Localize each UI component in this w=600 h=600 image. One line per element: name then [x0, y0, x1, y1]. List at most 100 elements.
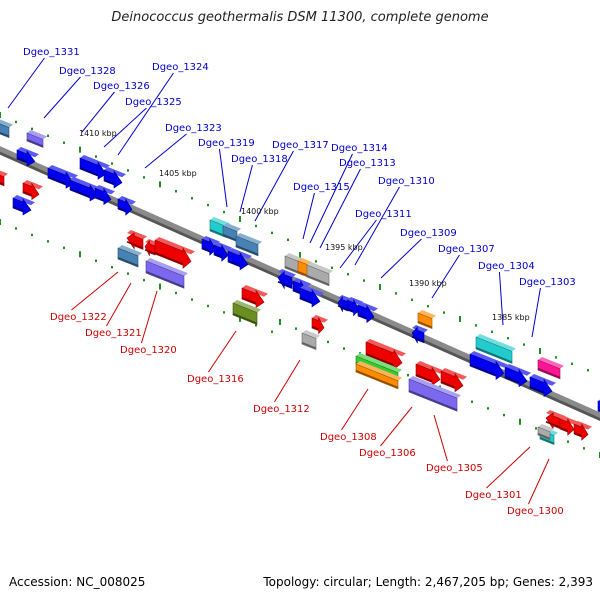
- gene-shadow: [357, 314, 368, 320]
- gene-shadow: [346, 308, 354, 313]
- gene-shadow: [213, 253, 222, 258]
- gene-label[interactable]: Dgeo_1310: [378, 176, 435, 187]
- gene-feature: [355, 361, 402, 390]
- leader-line: [274, 359, 301, 403]
- gene-label[interactable]: Dgeo_1325: [125, 97, 182, 108]
- tick-mark: [299, 252, 301, 258]
- gene-top-face: [233, 300, 261, 313]
- gene-shadow: [201, 247, 210, 252]
- gene-feature: [440, 368, 467, 393]
- gene-label[interactable]: Dgeo_1317: [272, 140, 329, 151]
- gene-body: [94, 187, 112, 206]
- tick-mark: [363, 279, 365, 282]
- leader-line: [380, 238, 422, 279]
- gene-body: [365, 341, 403, 370]
- tick-mark: [475, 324, 477, 327]
- gene-top-face: [223, 223, 241, 232]
- gene-feature: [311, 315, 328, 335]
- gene-shadow: [235, 245, 259, 256]
- gene-label[interactable]: Dgeo_1315: [293, 182, 350, 193]
- leader-lines-layer: [7, 57, 550, 505]
- gene-shadow: [311, 326, 319, 331]
- gene-label[interactable]: Dgeo_1320: [120, 345, 177, 356]
- tick-mark: [487, 407, 489, 410]
- tick-mark: [295, 327, 297, 330]
- gene-shadow: [440, 381, 456, 389]
- gene-label[interactable]: Dgeo_1321: [85, 328, 142, 339]
- gene-body: [440, 370, 464, 393]
- leader-line: [531, 287, 541, 338]
- tick-mark: [255, 224, 257, 228]
- gene-top-face: [307, 262, 333, 274]
- tick-mark: [63, 141, 65, 144]
- leader-line: [339, 219, 377, 269]
- gene-label[interactable]: Dgeo_1300: [507, 506, 564, 517]
- gene-top-face: [538, 357, 564, 369]
- leader-line: [103, 107, 147, 148]
- gene-label[interactable]: Dgeo_1307: [438, 244, 495, 255]
- gene-top-face: [146, 258, 188, 277]
- tick-mark: [63, 246, 65, 250]
- tick-mark: [143, 176, 145, 179]
- gene-top-face: [412, 325, 428, 333]
- gene-label[interactable]: Dgeo_1306: [359, 448, 416, 459]
- tick-mark: [223, 210, 225, 214]
- gene-label[interactable]: Dgeo_1322: [50, 312, 107, 323]
- gene-label[interactable]: Dgeo_1313: [339, 158, 396, 169]
- gene-feature: [469, 351, 508, 380]
- gene-label[interactable]: Dgeo_1324: [152, 62, 209, 73]
- gene-shadow: [292, 289, 301, 294]
- gene-shadow: [337, 305, 349, 311]
- map-title: Deinococcus geothermalis DSM 11300, comp…: [111, 10, 489, 25]
- gene-label[interactable]: Dgeo_1304: [478, 261, 535, 272]
- gene-label[interactable]: Dgeo_1301: [465, 490, 522, 501]
- gene-body: [22, 182, 40, 201]
- gene-body: [235, 235, 259, 257]
- gene-label[interactable]: Dgeo_1308: [320, 432, 377, 443]
- tick-mark: [95, 259, 97, 262]
- gene-feature: [408, 376, 461, 412]
- gene-shadow: [545, 421, 563, 429]
- tick-mark: [503, 413, 505, 417]
- gene-label[interactable]: Dgeo_1303: [519, 277, 576, 288]
- gene-shadow: [469, 364, 497, 376]
- tick-mark: [159, 181, 161, 188]
- gene-label[interactable]: Dgeo_1328: [59, 66, 116, 77]
- gene-label[interactable]: Dgeo_1309: [400, 228, 457, 239]
- gene-feature: [537, 424, 554, 441]
- gene-label[interactable]: Dgeo_1319: [198, 138, 255, 149]
- gene-label[interactable]: Dgeo_1323: [165, 123, 222, 134]
- gene-shadow: [529, 386, 545, 394]
- scale-label: 1395 kbp: [325, 243, 363, 252]
- leader-line: [341, 388, 369, 431]
- gene-body: [16, 149, 36, 167]
- gene-shadow: [16, 157, 28, 163]
- gene-body: [469, 353, 505, 380]
- gene-label[interactable]: Dgeo_1305: [426, 463, 483, 474]
- gene-feature: [201, 236, 220, 256]
- gene-feature: [365, 339, 406, 370]
- gene-top-face: [416, 361, 444, 374]
- gene-shadow: [103, 179, 115, 185]
- gene-label[interactable]: Dgeo_1312: [253, 404, 310, 415]
- tick-mark: [175, 190, 177, 193]
- gene-label[interactable]: Dgeo_1326: [93, 81, 150, 92]
- tick-mark: [271, 330, 273, 333]
- gene-shadow: [573, 432, 582, 437]
- gene-label[interactable]: Dgeo_1318: [231, 154, 288, 165]
- leader-line: [140, 290, 158, 344]
- tick-mark: [191, 298, 193, 301]
- gene-label[interactable]: Dgeo_1316: [187, 374, 244, 385]
- tick-mark: [175, 291, 177, 295]
- gene-label[interactable]: Dgeo_1331: [23, 47, 80, 58]
- gene-label[interactable]: Dgeo_1314: [331, 143, 388, 154]
- gene-top-face: [356, 361, 402, 381]
- gene-shadow: [144, 249, 156, 255]
- gene-shadow: [537, 433, 551, 440]
- tick-mark: [239, 315, 241, 322]
- gene-shadow: [22, 191, 33, 197]
- accession-value: NC_008025: [76, 575, 146, 589]
- gene-label[interactable]: Dgeo_1311: [355, 209, 412, 220]
